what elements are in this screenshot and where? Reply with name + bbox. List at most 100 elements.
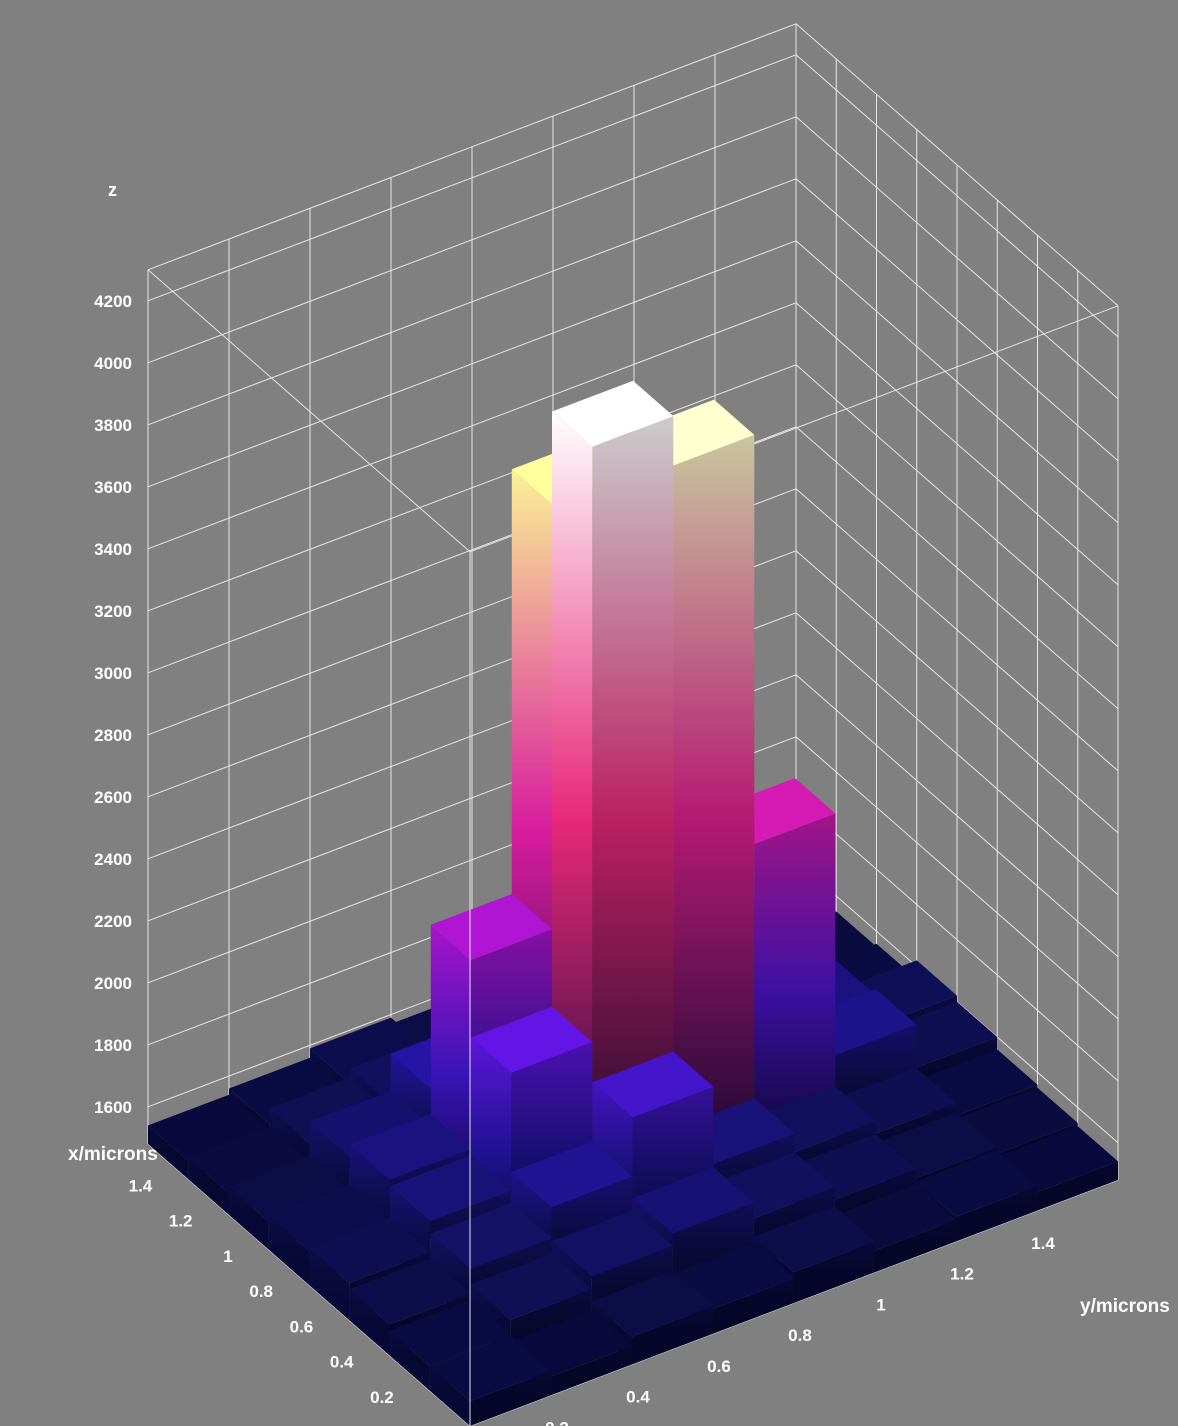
z-tick-label: 2800 [94, 726, 132, 745]
bar-top [229, 1057, 351, 1124]
bar-top [430, 1203, 552, 1269]
z-tick-label: 3000 [94, 664, 132, 683]
grid-line [147, 116, 797, 364]
grid-line [795, 736, 1119, 1020]
bar-face [228, 1186, 269, 1250]
bar-face [470, 1370, 551, 1426]
grid-line [795, 54, 1119, 338]
y-tick-label: 0.2 [545, 1418, 569, 1426]
bar-top [551, 1210, 673, 1277]
bar-top [310, 1017, 432, 1084]
bar-top [429, 1335, 551, 1402]
grid-line [147, 302, 797, 550]
y-tick-label: 0.6 [707, 1357, 731, 1376]
bar-top [996, 1126, 1118, 1193]
bar-top [430, 894, 552, 960]
bar-face [632, 1305, 713, 1365]
bar-top [510, 1310, 632, 1377]
z-axis-label: z [108, 180, 117, 200]
z-tick-label: 1600 [94, 1098, 132, 1117]
grid-line [795, 488, 1119, 772]
bar-face [551, 1345, 632, 1396]
z-tick-label: 3600 [94, 478, 132, 497]
bar-top [672, 1243, 794, 1309]
z-tick-label: 4200 [94, 292, 132, 311]
bar-top [753, 1206, 875, 1272]
bar-face [349, 1289, 390, 1356]
z-tick-label: 3400 [94, 540, 132, 559]
grid-line [795, 23, 1119, 307]
grid-line [795, 240, 1119, 524]
bar-top [552, 380, 674, 447]
bar-face [1037, 1161, 1118, 1211]
bar-top [471, 1006, 593, 1073]
z-tick-label: 2400 [94, 850, 132, 869]
z-tick-label: 4000 [94, 354, 132, 373]
bar-top [956, 1087, 1078, 1154]
grid-line [147, 269, 471, 553]
y-tick-label: 1 [876, 1295, 885, 1314]
bar-top [592, 1051, 714, 1118]
bar-top [389, 1300, 511, 1366]
x-axis-label: x/microns [68, 1144, 158, 1165]
y-tick-label: 0.4 [626, 1388, 650, 1407]
grid-line [147, 364, 797, 612]
bars-group [148, 380, 1118, 1426]
grid-line [147, 23, 797, 271]
bar-top [915, 1150, 1037, 1217]
z-tick-labels: 1600 1800 2000 2200 2400 2600 2800 3000 3200 3400… [94, 292, 132, 1117]
z-tick-label: 2000 [94, 974, 132, 993]
z-tick-label: 1800 [94, 1036, 132, 1055]
x-tick-label: 0.4 [330, 1353, 354, 1372]
bar-top [148, 1094, 270, 1161]
bar [429, 1335, 551, 1426]
x-tick-label: 0.2 [370, 1388, 394, 1407]
grid-line [795, 364, 1119, 648]
grid-line [795, 798, 1119, 1082]
bar-face [875, 1219, 956, 1273]
bar-top [390, 1155, 512, 1222]
y-tick-label: 1.4 [1031, 1234, 1055, 1253]
bar-face [713, 1278, 794, 1334]
grid-line [795, 674, 1119, 958]
grid-line [147, 54, 797, 302]
x-tick-label: 1.2 [169, 1212, 193, 1231]
bar-face [956, 1186, 1037, 1242]
bar-face [429, 1366, 470, 1426]
bar-top [591, 1270, 713, 1337]
x-tick-label: 1.4 [129, 1176, 153, 1195]
bar-face [148, 1125, 189, 1180]
z-tick-label: 2200 [94, 912, 132, 931]
bar-top [470, 1253, 592, 1320]
grid-line [795, 302, 1119, 586]
bar-top [228, 1155, 350, 1222]
x-tick-label: 0.8 [249, 1282, 273, 1301]
x-tick-label: 1 [223, 1247, 232, 1266]
y-tick-label: 0.8 [788, 1326, 812, 1345]
bar-face [268, 1215, 309, 1285]
grid-line [795, 178, 1119, 462]
bar-face [794, 1241, 875, 1303]
bar-face [188, 1157, 229, 1215]
bar-top [309, 1217, 431, 1283]
bar-top [349, 1113, 471, 1180]
bar-top [511, 1141, 633, 1208]
grid-line [147, 240, 797, 488]
y-axis-label: y/microns [1080, 1296, 1170, 1317]
grid-line [795, 426, 1119, 710]
y-tick-labels: 0.2 0.4 0.6 0.8 1 1.2 1.4 [545, 1234, 1055, 1426]
bar-face [592, 416, 674, 1228]
bar-top [632, 1167, 754, 1234]
bar-top [268, 1184, 390, 1251]
grid-line [795, 116, 1119, 400]
grid-line [795, 550, 1119, 834]
z-tick-label: 2600 [94, 788, 132, 807]
bar-face [754, 813, 836, 1167]
z-tick-label: 3200 [94, 602, 132, 621]
bar-top [188, 1126, 310, 1193]
grid-line [147, 178, 797, 426]
bar-top [269, 1077, 391, 1144]
bar-top [349, 1258, 471, 1325]
x-tick-labels: 0.2 0.4 0.6 0.8 1 1.2 1.4 [129, 1176, 394, 1407]
